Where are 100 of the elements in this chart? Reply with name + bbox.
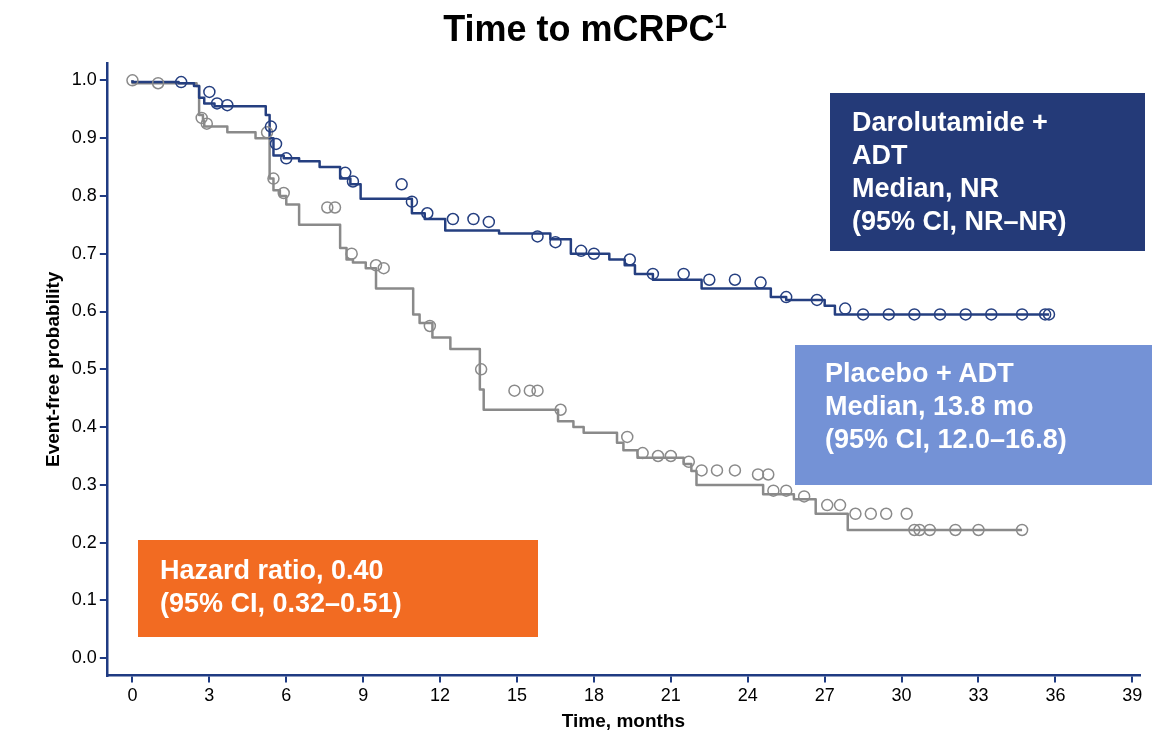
point [646,267,660,281]
point [959,308,972,321]
point [797,490,811,503]
y-axis-title: Event-free probability [41,271,63,467]
point [882,308,896,321]
x-tick-label: 9 [358,685,369,706]
point [767,484,780,497]
point [269,137,283,151]
point [531,384,544,397]
point [328,201,342,214]
x-tick-label: 3 [204,685,215,706]
y-tick-label: 0.0 [71,647,97,668]
point [549,235,562,249]
point [280,152,293,165]
point [754,276,767,289]
point [636,446,649,460]
point [574,244,588,258]
point [482,215,496,229]
point [682,455,696,469]
point [267,172,280,185]
x-tick-label: 0 [127,685,138,706]
point [779,290,793,304]
point [264,120,278,133]
y-tick-label: 0.3 [71,473,97,494]
x-tick-label: 15 [507,685,528,706]
point [900,507,913,521]
point [949,523,962,537]
point [913,523,926,537]
point [864,507,878,521]
x-tick-label: 27 [814,685,835,706]
point [879,507,893,521]
point [1015,523,1029,537]
y-tick-label: 0.8 [71,184,97,205]
point [695,464,708,477]
point [474,363,488,376]
x-tick-label: 18 [583,685,604,706]
point [751,468,765,481]
point [1015,308,1029,321]
x-tick-label: 33 [968,685,989,706]
point [195,111,208,125]
point [849,507,862,521]
point [838,302,852,315]
point [405,195,419,208]
point [621,430,634,444]
point [651,449,665,463]
point [728,464,742,477]
point [377,261,390,275]
x-tick-label: 6 [281,685,292,706]
point [200,117,214,130]
point [587,247,601,260]
point [856,308,870,321]
y-tick-label: 1.0 [71,69,97,90]
point [908,523,921,537]
point [423,319,437,333]
point [933,308,947,321]
point [923,523,937,537]
point [1038,308,1052,321]
point [126,74,139,87]
x-tick-label: 21 [660,685,681,706]
point [260,126,274,139]
point [985,308,998,321]
x-tick-label: 24 [737,685,758,706]
x-tick-label: 36 [1045,685,1066,706]
point [346,175,360,188]
point [677,267,690,281]
point [467,212,480,226]
point [446,212,460,226]
point [810,293,824,307]
point [972,523,985,537]
point [339,166,352,180]
point [762,468,775,481]
point [554,403,567,417]
point [710,464,724,477]
x-tick-label: 30 [891,685,912,706]
point [908,308,921,321]
point [345,247,358,260]
x-tick-label: 12 [430,685,451,706]
point [1042,308,1056,321]
point [623,253,637,266]
text-box: Hazard ratio, 0.40 (95% CI, 0.32–0.51) [138,540,538,637]
point [395,178,408,191]
point [421,207,434,220]
point [833,498,847,512]
text-box: Darolutamide + ADT Median, NR (95% CI, NR–NR) [830,93,1145,251]
y-tick-label: 0.5 [71,358,97,379]
x-axis-title: Time, months [561,709,685,731]
point [531,230,544,243]
text-box: Placebo + ADT Median, 13.8 mo (95% CI, 12.0–16.8) [795,345,1152,485]
point [321,201,334,214]
point [221,98,234,112]
point [210,97,224,110]
point [277,186,290,200]
y-tick-label: 0.2 [71,531,97,552]
point [151,76,165,90]
point [779,484,793,497]
point [203,85,216,99]
y-tick-label: 0.9 [71,127,97,148]
point [369,259,383,272]
chart-title: Time to mCRPC$^{1}$ [442,8,728,50]
point [508,384,521,397]
